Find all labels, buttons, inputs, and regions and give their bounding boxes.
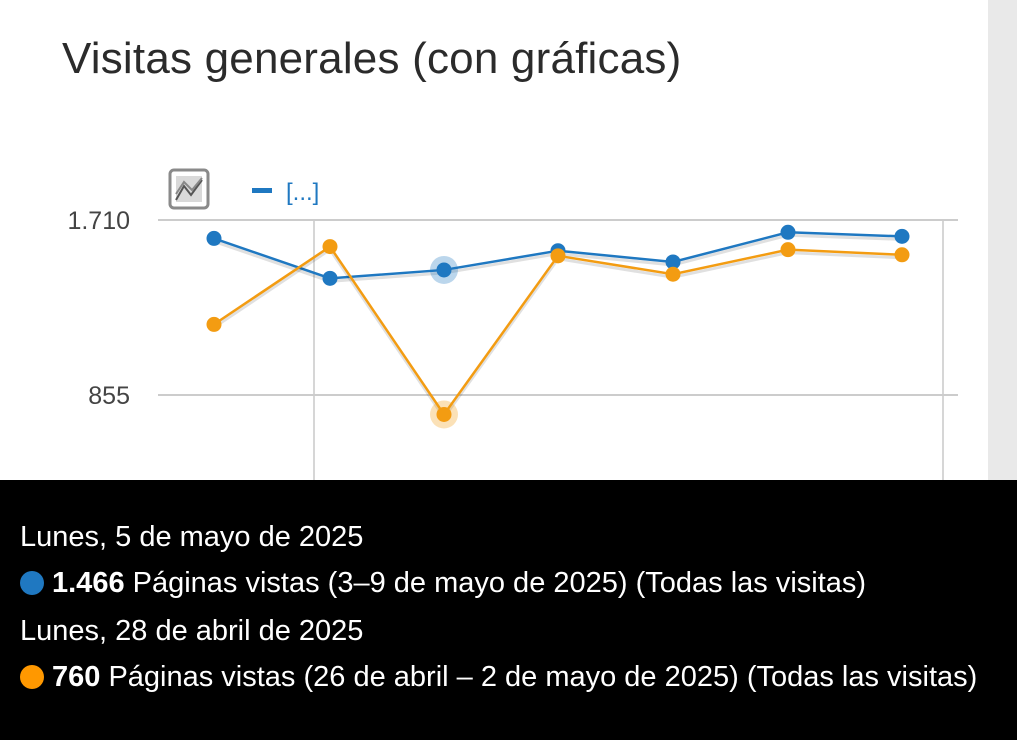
tooltip-current-value: 1.466 <box>52 567 125 599</box>
widget-title: Visitas generales (con gráficas) <box>62 34 682 83</box>
data-point <box>322 270 338 286</box>
tooltip-current-text: Páginas vistas (3–9 de mayo de 2025) (To… <box>124 567 867 599</box>
data-point <box>894 228 910 244</box>
tooltip-current-row: 1.466 Páginas vistas (3–9 de mayo de 202… <box>20 566 1005 600</box>
data-point <box>894 247 910 263</box>
data-point <box>206 316 222 332</box>
chart-tooltip: Lunes, 5 de mayo de 2025 1.466 Páginas v… <box>0 480 1017 740</box>
tooltip-date-previous: Lunes, 28 de abril de 2025 <box>20 615 364 647</box>
data-point <box>322 239 338 255</box>
y-tick-label: 1.710 <box>67 207 130 235</box>
legend-label: [...] <box>286 179 319 206</box>
series-current-dot <box>20 571 44 595</box>
chart-toggle-icon[interactable] <box>168 168 210 210</box>
data-point <box>436 406 452 422</box>
visits-widget: Visitas generales (con gráficas) [...] 1… <box>0 0 988 480</box>
series-line <box>213 244 903 417</box>
data-point <box>436 262 452 278</box>
data-point <box>665 266 681 282</box>
tooltip-previous-row: 760 Páginas vistas (26 de abril – 2 de m… <box>20 660 1005 694</box>
data-point <box>780 242 796 258</box>
series-previous-dot <box>20 665 44 689</box>
tooltip-previous-value: 760 <box>52 661 101 693</box>
data-point <box>206 230 222 246</box>
y-tick-label: 855 <box>88 382 130 410</box>
plot-area: 1.710 855 <box>67 207 958 480</box>
data-point <box>665 254 681 270</box>
data-point <box>550 248 566 264</box>
legend-swatch <box>252 188 272 193</box>
visits-chart: [...] 1.710 855 <box>67 168 958 480</box>
tooltip-previous-text: Páginas vistas (26 de abril – 2 de mayo … <box>100 661 978 693</box>
data-point <box>780 224 796 240</box>
legend[interactable]: [...] <box>252 179 319 206</box>
tooltip-date-current: Lunes, 5 de mayo de 2025 <box>20 521 364 553</box>
